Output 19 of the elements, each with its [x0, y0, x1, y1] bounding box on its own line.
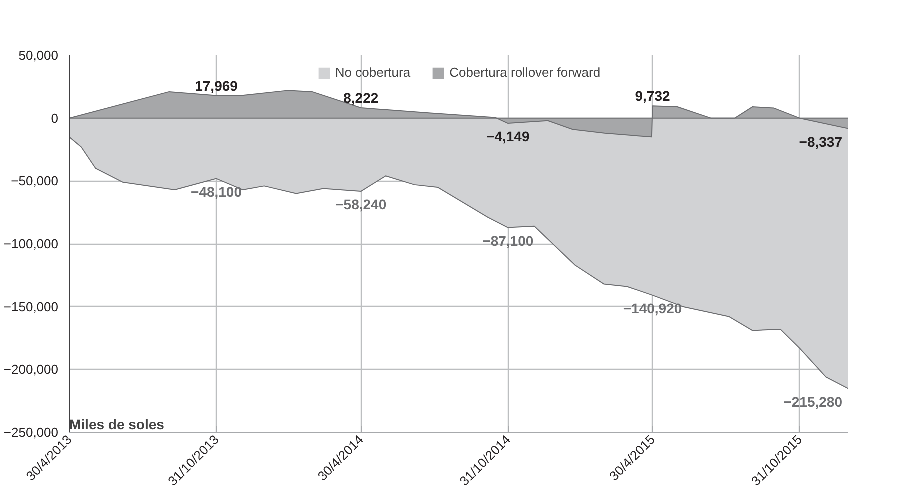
y-tick-label: −200,000: [4, 362, 59, 378]
annotation: −8,337: [799, 134, 843, 150]
y-tick-label: −100,000: [4, 236, 59, 252]
annotation: −87,100: [482, 232, 534, 249]
y-axis-title: Miles de soles: [70, 416, 165, 432]
annotation: −58,240: [336, 196, 387, 213]
annotation: −48,100: [191, 184, 242, 200]
y-tick-label: 50,000: [18, 48, 59, 63]
legend-label: No cobertura: [335, 65, 411, 80]
y-tick-label: −50,000: [11, 174, 59, 189]
y-tick-label: −150,000: [4, 299, 59, 314]
annotation: −4,149: [486, 128, 530, 145]
annotation: −140,920: [623, 300, 682, 316]
annotation: 9,732: [635, 88, 670, 104]
legend-label: Cobertura rollover forward: [450, 65, 601, 80]
annotation: 17,969: [195, 78, 238, 94]
annotation: 8,222: [344, 90, 379, 106]
annotation: −215,280: [784, 394, 843, 410]
y-tick-label: 0: [51, 110, 59, 126]
